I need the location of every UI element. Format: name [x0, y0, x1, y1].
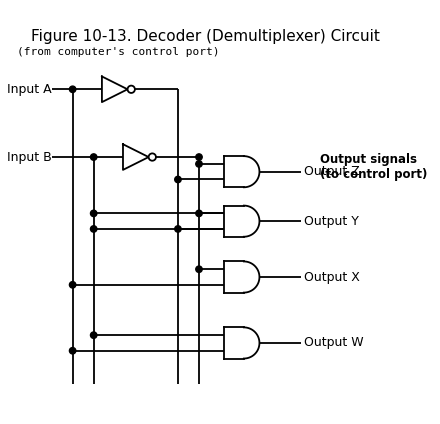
- Circle shape: [175, 226, 181, 232]
- Circle shape: [70, 282, 76, 288]
- Text: Output W: Output W: [304, 337, 364, 349]
- Text: Figure 10-13. Decoder (Demultiplexer) Circuit: Figure 10-13. Decoder (Demultiplexer) Ci…: [31, 29, 380, 44]
- Circle shape: [70, 348, 76, 354]
- Circle shape: [91, 154, 97, 160]
- Circle shape: [149, 153, 156, 161]
- Text: (from computer's control port): (from computer's control port): [17, 47, 219, 57]
- Text: Output signals
(to control port): Output signals (to control port): [320, 153, 427, 181]
- Circle shape: [91, 332, 97, 338]
- Circle shape: [175, 176, 181, 183]
- Circle shape: [196, 266, 202, 273]
- Circle shape: [91, 226, 97, 232]
- Text: Output Z: Output Z: [304, 165, 360, 178]
- Circle shape: [70, 86, 76, 92]
- Text: Output Y: Output Y: [304, 215, 359, 228]
- Circle shape: [196, 154, 202, 160]
- Circle shape: [196, 210, 202, 217]
- Text: Output X: Output X: [304, 271, 360, 284]
- Text: Input B: Input B: [7, 151, 51, 164]
- Text: Input A: Input A: [7, 83, 51, 96]
- Circle shape: [196, 161, 202, 167]
- Circle shape: [128, 86, 135, 93]
- Circle shape: [91, 210, 97, 217]
